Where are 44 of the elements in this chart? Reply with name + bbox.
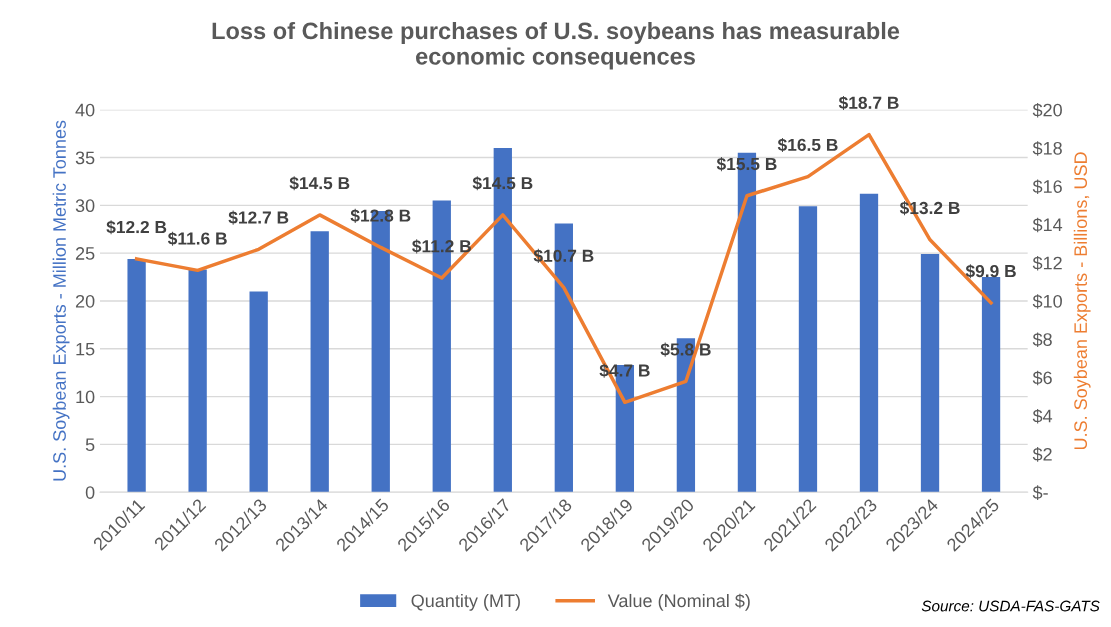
y2-tick-label: $12: [1032, 255, 1062, 271]
y-tick-label: 20: [75, 294, 95, 308]
y2-tick-label: $10: [1032, 294, 1062, 309]
bar: [920, 254, 940, 493]
bar: [310, 231, 329, 493]
data-label: $9.9 B: [965, 264, 1016, 279]
legend-label: Value (Nominal $): [607, 593, 750, 611]
bar: [127, 258, 146, 493]
y2-tick-label: $18: [1032, 141, 1062, 156]
y2-tick-label: $14: [1032, 217, 1063, 233]
data-label: $14.5 B: [289, 176, 350, 191]
data-label: $18.7 B: [838, 95, 899, 111]
data-label: $12.7 B: [228, 210, 289, 225]
data-label: $4.7 B: [599, 363, 650, 378]
y-axis-title: U.S. Soybean Exports - Million Metric Tonnes: [52, 120, 70, 481]
y-tick-label: 40: [75, 103, 95, 117]
y2-tick-label: $2: [1032, 447, 1052, 462]
bar: [249, 291, 268, 493]
data-label: $11.6 B: [167, 231, 227, 246]
y-tick-label: 25: [75, 247, 95, 260]
chart-title: Loss of Chinese purchases of U.S. soybeans has measurable economic consequences: [212, 21, 900, 70]
y2-tick-label: $8: [1032, 332, 1052, 347]
y2-tick-label: $4: [1032, 408, 1053, 424]
y-tick-label: 0: [85, 486, 95, 499]
bar: [981, 277, 1001, 493]
bar: [859, 193, 879, 493]
data-label: $16.5 B: [777, 137, 838, 153]
y2-tick-label: $6: [1032, 370, 1052, 386]
y2-axis-title: U.S. Soybean Exports - Billions, USD: [1073, 152, 1091, 450]
data-label: $5.8 B: [660, 342, 711, 357]
y-tick-label: 30: [75, 199, 95, 213]
y2-tick-label: $-: [1032, 485, 1048, 500]
y2-tick-label: $16: [1032, 179, 1062, 195]
bar: [188, 269, 207, 493]
y-tick-label: 10: [76, 390, 95, 404]
bar: [798, 206, 818, 493]
y-tick-label: 15: [76, 342, 95, 356]
data-label: $10.7 B: [533, 248, 594, 264]
data-label: $12.2 B: [106, 220, 167, 235]
y-tick-label: 35: [75, 151, 95, 165]
source-note: Source: USDA-FAS-GATS: [921, 600, 1100, 612]
y2-tick-label: $20: [1032, 102, 1062, 118]
legend-label: Quantity (MT): [411, 593, 520, 611]
y-tick-label: 5: [85, 438, 95, 452]
